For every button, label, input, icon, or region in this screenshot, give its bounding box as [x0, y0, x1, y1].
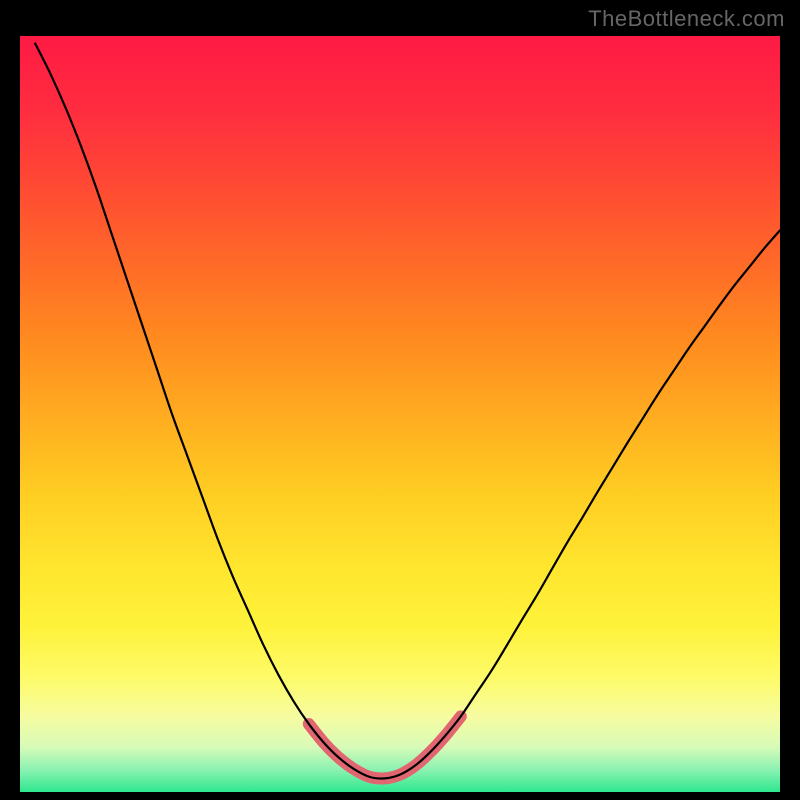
gradient-background [20, 36, 780, 792]
watermark-text: TheBottleneck.com [588, 6, 785, 32]
plot-area [20, 36, 780, 792]
bottleneck-chart [20, 36, 780, 792]
